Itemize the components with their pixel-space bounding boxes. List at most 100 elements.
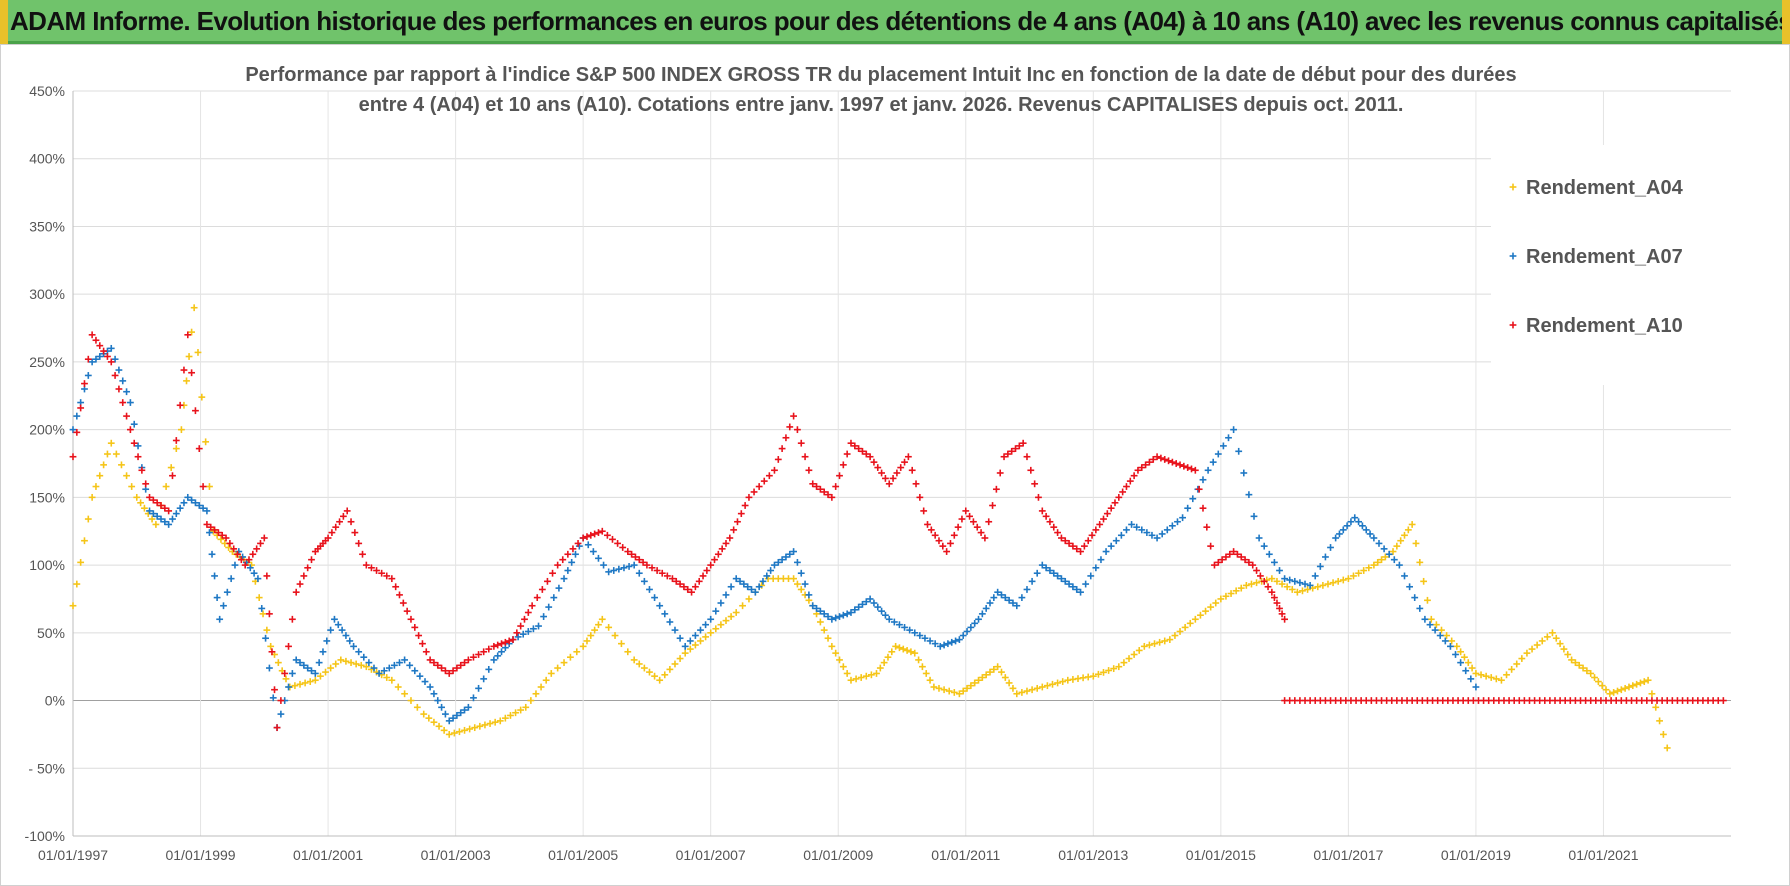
point-Rendement_A04	[352, 660, 360, 668]
point-Rendement_A04	[876, 664, 884, 672]
point-Rendement_A10	[260, 534, 268, 542]
point-Rendement_A07	[712, 607, 720, 615]
point-Rendement_A07	[323, 637, 331, 645]
point-Rendement_A04	[152, 521, 160, 528]
point-Rendement_A07	[1375, 540, 1383, 547]
axes	[72, 91, 1731, 837]
point-Rendement_A04	[1633, 680, 1641, 688]
point-Rendement_A10	[1184, 464, 1192, 471]
point-Rendement_A04	[1648, 690, 1656, 698]
point-Rendement_A04	[797, 586, 805, 593]
point-Rendement_A10	[680, 583, 688, 591]
point-Rendement_A04	[1602, 686, 1610, 694]
point-Rendement_A04	[907, 648, 915, 656]
x-tick-label: 01/01/2005	[548, 847, 618, 863]
point-Rendement_A10	[1278, 610, 1286, 618]
point-Rendement_A04	[1472, 670, 1480, 677]
point-Rendement_A10	[805, 466, 813, 474]
point-Rendement_A04	[935, 684, 943, 692]
point-Rendement_A10	[475, 651, 482, 658]
point-Rendement_A04	[491, 718, 499, 726]
point-Rendement_A04	[1438, 626, 1445, 634]
point-Rendement_A07	[269, 694, 277, 702]
point-Rendement_A10	[737, 510, 745, 518]
point-Rendement_A07	[986, 599, 994, 607]
point-Rendement_A04	[839, 663, 847, 671]
point-Rendement_A07	[1351, 514, 1359, 522]
point-Rendement_A04	[1528, 645, 1536, 653]
point-Rendement_A10	[107, 358, 115, 366]
point-Rendement_A07	[1245, 491, 1253, 499]
point-Rendement_A07	[916, 632, 924, 639]
point-Rendement_A10	[927, 526, 935, 534]
point-Rendement_A04	[1278, 580, 1286, 588]
legend-label: Rendement_A07	[1526, 246, 1683, 268]
point-Rendement_A04	[1443, 632, 1450, 639]
point-Rendement_A04	[496, 717, 504, 725]
point-Rendement_A04	[1049, 680, 1056, 688]
point-Rendement_A07	[292, 656, 300, 664]
point-Rendement_A04	[1288, 586, 1296, 593]
point-Rendement_A04	[950, 689, 958, 696]
y-tick-label: 250%	[29, 354, 65, 370]
point-Rendement_A07	[870, 599, 878, 607]
point-Rendement_A10	[453, 664, 461, 672]
point-Rendement_A10	[939, 542, 947, 550]
point-Rendement_A10	[498, 640, 505, 648]
point-Rendement_A07	[1311, 572, 1319, 580]
point-Rendement_A07	[84, 372, 92, 379]
point-Rendement_A07	[258, 605, 266, 612]
point-Rendement_A10	[966, 512, 973, 520]
y-tick-label: 50%	[37, 625, 65, 641]
point-Rendement_A04	[1579, 664, 1587, 672]
point-Rendement_A04	[527, 697, 535, 704]
point-Rendement_A04	[440, 726, 448, 734]
point-Rendement_A07	[327, 626, 335, 634]
banner-corner-right	[1782, 0, 1790, 44]
point-Rendement_A04	[1416, 558, 1424, 566]
point-Rendement_A07	[470, 694, 477, 702]
point-Rendement_A10	[368, 564, 375, 572]
point-Rendement_A04	[630, 656, 638, 664]
point-Rendement_A07	[480, 675, 488, 683]
point-Rendement_A07	[165, 521, 173, 528]
point-Rendement_A07	[971, 619, 979, 627]
point-Rendement_A07	[311, 670, 319, 677]
point-Rendement_A10	[1234, 550, 1241, 558]
point-Rendement_A04	[959, 687, 967, 695]
point-Rendement_A10	[755, 483, 763, 490]
point-Rendement_A04	[994, 663, 1002, 671]
point-Rendement_A10	[559, 556, 567, 564]
point-Rendement_A04	[112, 450, 120, 458]
point-Rendement_A07	[1112, 537, 1120, 545]
point-Rendement_A07	[1366, 530, 1374, 538]
point-Rendement_A10	[1253, 567, 1260, 574]
point-Rendement_A10	[643, 561, 651, 569]
point-Rendement_A10	[457, 661, 465, 669]
point-Rendement_A04	[445, 731, 453, 738]
point-Rendement_A07	[285, 683, 292, 691]
point-Rendement_A10	[257, 540, 264, 547]
point-Rendement_A04	[383, 674, 391, 681]
point-Rendement_A10	[1268, 588, 1276, 596]
point-Rendement_A04	[1637, 679, 1644, 687]
point-Rendement_A10	[1264, 583, 1272, 591]
x-tick-label: 01/01/2019	[1441, 847, 1511, 863]
point-Rendement_A04	[884, 653, 892, 661]
point-Rendement_A10	[1077, 548, 1084, 555]
point-Rendement_A10	[897, 464, 905, 471]
point-Rendement_A07	[572, 550, 579, 558]
point-Rendement_A04	[919, 663, 926, 671]
point-Rendement_A04	[975, 676, 982, 684]
point-Rendement_A07	[794, 558, 801, 566]
point-Rendement_A10	[1226, 550, 1234, 558]
point-Rendement_A07	[88, 358, 96, 366]
point-Rendement_A04	[618, 640, 625, 648]
point-Rendement_A04	[1009, 684, 1017, 692]
y-tick-label: 400%	[29, 151, 65, 167]
point-Rendement_A04	[1621, 684, 1629, 692]
point-Rendement_A07	[1184, 504, 1192, 512]
chart-title-line2: entre 4 (A04) et 10 ans (A10). Cotations…	[359, 94, 1404, 116]
point-Rendement_A04	[185, 353, 193, 360]
point-Rendement_A04	[362, 663, 370, 671]
